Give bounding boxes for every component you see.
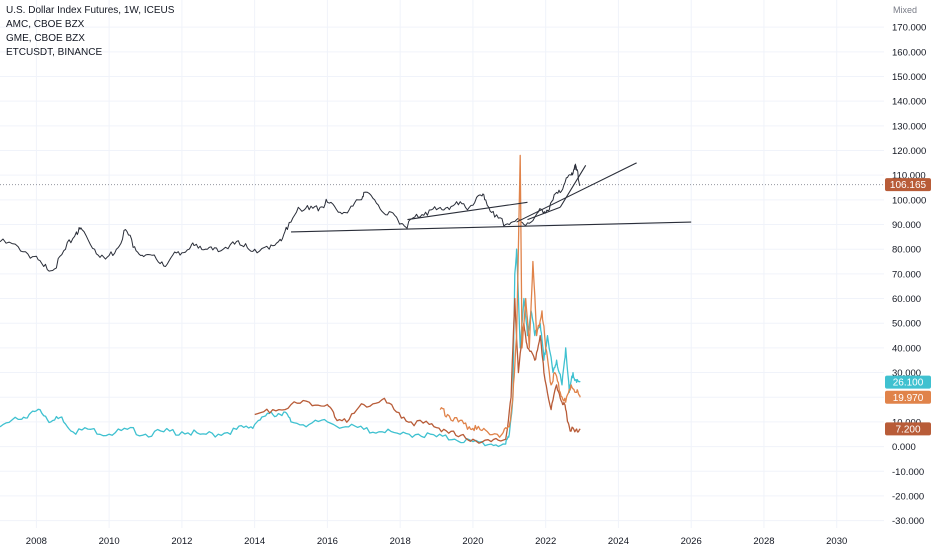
legend-item-gme[interactable]: GME, CBOE BZX (6, 33, 85, 44)
x-tick-label: 2012 (171, 536, 192, 547)
y-tick-label: 140.000 (892, 97, 926, 108)
x-tick-label: 2008 (26, 536, 47, 547)
price-badges: 106.165 26.100 19.970 7.200 (885, 178, 931, 436)
legend-item-etc[interactable]: ETCUSDT, BINANCE (6, 47, 103, 58)
legend-item-amc[interactable]: AMC, CBOE BZX (6, 19, 85, 30)
price-scale[interactable]: -30.000-20.000-10.0000.00010.00020.00030… (892, 23, 926, 527)
x-tick-label: 2020 (462, 536, 483, 547)
x-tick-label: 2030 (826, 536, 847, 547)
trendline[interactable] (527, 206, 561, 221)
trendline[interactable] (291, 221, 692, 233)
price-badge-label: 26.100 (893, 378, 924, 389)
price-badge-label: 7.200 (895, 424, 920, 435)
price-badge-gme (885, 422, 931, 436)
price-badge-etc (885, 375, 931, 389)
y-tick-label: -20.000 (892, 491, 924, 502)
y-tick-label: 130.000 (892, 121, 926, 132)
y-tick-label: 70.000 (892, 269, 921, 280)
price-badge-amc (885, 390, 931, 404)
series-line-amc (439, 154, 581, 438)
y-tick-label: 50.000 (892, 319, 921, 330)
y-tick-label: -10.000 (892, 467, 924, 478)
series-lines (0, 154, 581, 448)
x-tick-label: 2026 (681, 536, 702, 547)
trendline[interactable] (516, 162, 637, 223)
y-tick-label: 40.000 (892, 343, 921, 354)
time-scale[interactable]: 2008 2010 2012 2014 2016 2018 2020 2022 2024 2026… (26, 536, 847, 547)
legend: U.S. Dollar Index Futures, 1W, ICEUS AMC… (6, 4, 174, 60)
series-line-dxy (0, 163, 581, 272)
trendlines[interactable] (291, 162, 692, 233)
y-tick-label: 80.000 (892, 245, 921, 256)
y-tick-label: 150.000 (892, 72, 926, 83)
legend-item-dxy[interactable]: U.S. Dollar Index Futures, 1W, ICEUS (6, 5, 175, 16)
y-tick-label: 30.000 (892, 368, 921, 379)
y-tick-label: 100.000 (892, 195, 926, 206)
x-tick-label: 2010 (99, 536, 120, 547)
x-tick-label: 2016 (317, 536, 338, 547)
x-tick-label: 2028 (753, 536, 774, 547)
x-tick-label: 2018 (390, 536, 411, 547)
scale-mode-label[interactable]: Mixed (893, 5, 918, 15)
price-badge-label: 106.165 (890, 180, 927, 191)
series-line-etc (0, 248, 581, 448)
price-badge-dxy (885, 178, 931, 192)
x-tick-label: 2014 (244, 536, 265, 547)
trendline[interactable] (407, 201, 528, 221)
y-tick-label: 120.000 (892, 146, 926, 157)
y-tick-label: 160.000 (892, 47, 926, 58)
x-tick-label: 2022 (535, 536, 556, 547)
y-tick-label: 0.000 (892, 442, 916, 453)
grid (0, 0, 884, 528)
y-tick-label: 90.000 (892, 220, 921, 231)
y-tick-label: -30.000 (892, 516, 924, 527)
trendline[interactable] (559, 165, 587, 208)
series-line-gme (254, 297, 581, 444)
y-tick-label: 60.000 (892, 294, 921, 305)
price-badge-label: 19.970 (893, 393, 924, 404)
y-tick-label: 170.000 (892, 23, 926, 34)
y-tick-label: 110.000 (892, 171, 926, 182)
x-tick-label: 2024 (608, 536, 629, 547)
